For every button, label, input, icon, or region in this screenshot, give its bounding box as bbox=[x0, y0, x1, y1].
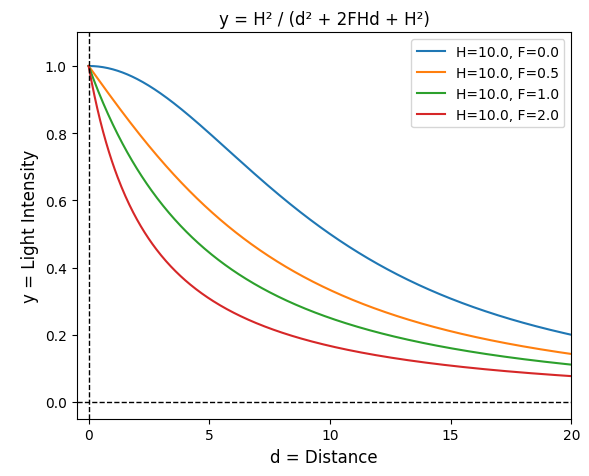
H=10.0, F=1.0 bbox=[317, 312, 325, 318]
H=10.0, F=1.0 bbox=[85, 64, 92, 69]
H=10.0, F=0.0 bbox=[85, 64, 92, 69]
H=10.0, F=2.0 bbox=[481, 367, 488, 372]
H=10.0, F=2.0 bbox=[85, 64, 92, 69]
H=10.0, F=0.0 bbox=[556, 329, 563, 335]
H=10.0, F=0.5 bbox=[556, 350, 563, 356]
H=10.0, F=2.0 bbox=[317, 341, 325, 347]
H=10.0, F=0.0 bbox=[315, 223, 322, 229]
H=10.0, F=2.0 bbox=[372, 353, 379, 358]
H=10.0, F=1.0 bbox=[346, 322, 353, 327]
Line: H=10.0, F=1.0: H=10.0, F=1.0 bbox=[88, 67, 571, 365]
Line: H=10.0, F=2.0: H=10.0, F=2.0 bbox=[88, 67, 571, 377]
H=10.0, F=0.0 bbox=[346, 245, 353, 250]
H=10.0, F=1.0 bbox=[556, 361, 563, 367]
H=10.0, F=1.0 bbox=[568, 362, 575, 368]
H=10.0, F=0.0 bbox=[372, 260, 379, 266]
H=10.0, F=0.0 bbox=[481, 308, 488, 314]
Line: H=10.0, F=0.5: H=10.0, F=0.5 bbox=[88, 67, 571, 354]
Line: H=10.0, F=0.0: H=10.0, F=0.0 bbox=[88, 67, 571, 335]
H=10.0, F=0.0 bbox=[568, 332, 575, 338]
X-axis label: d = Distance: d = Distance bbox=[270, 448, 378, 466]
H=10.0, F=0.5 bbox=[372, 307, 379, 312]
H=10.0, F=0.5 bbox=[481, 337, 488, 342]
H=10.0, F=2.0 bbox=[568, 374, 575, 379]
H=10.0, F=0.5 bbox=[568, 351, 575, 357]
H=10.0, F=2.0 bbox=[556, 373, 563, 378]
Legend: H=10.0, F=0.0, H=10.0, F=0.5, H=10.0, F=1.0, H=10.0, F=2.0: H=10.0, F=0.0, H=10.0, F=0.5, H=10.0, F=… bbox=[411, 40, 564, 128]
H=10.0, F=1.0 bbox=[315, 311, 322, 317]
H=10.0, F=0.0 bbox=[317, 225, 325, 231]
H=10.0, F=0.5 bbox=[346, 296, 353, 302]
H=10.0, F=2.0 bbox=[346, 347, 353, 353]
Title: y = H² / (d² + 2FHd + H²): y = H² / (d² + 2FHd + H²) bbox=[219, 11, 429, 29]
H=10.0, F=1.0 bbox=[372, 329, 379, 335]
H=10.0, F=0.5 bbox=[85, 64, 92, 69]
H=10.0, F=1.0 bbox=[481, 351, 488, 357]
H=10.0, F=2.0 bbox=[315, 340, 322, 346]
H=10.0, F=0.5 bbox=[317, 283, 325, 289]
H=10.0, F=0.5 bbox=[315, 282, 322, 288]
Y-axis label: y = Light Intensity: y = Light Intensity bbox=[21, 149, 39, 303]
